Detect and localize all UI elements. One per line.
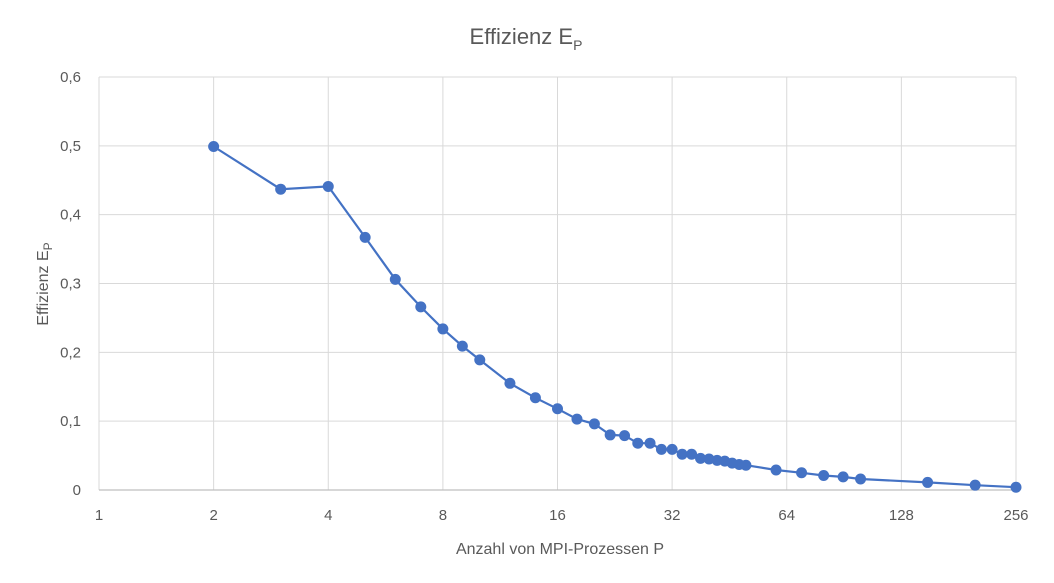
y-tick-label: 0,2 — [60, 344, 81, 361]
y-tick-label: 0,6 — [60, 69, 81, 86]
data-point — [415, 301, 427, 313]
y-axis-title-subscript: P — [41, 242, 55, 250]
data-point — [359, 231, 371, 243]
data-point — [504, 377, 516, 389]
data-point — [686, 448, 698, 460]
data-point — [770, 464, 782, 476]
x-tick-label: 2 — [209, 507, 217, 524]
data-point — [456, 340, 468, 352]
data-point — [855, 473, 867, 485]
x-tick-label: 32 — [664, 507, 681, 524]
y-axis-title-main: Effizienz E — [35, 250, 52, 325]
x-tick-label: 64 — [778, 507, 795, 524]
x-tick-label: 16 — [549, 507, 566, 524]
data-point — [644, 437, 656, 449]
data-point — [275, 183, 287, 195]
data-point — [818, 470, 830, 482]
data-point — [208, 141, 220, 153]
data-point — [796, 467, 808, 479]
data-point — [529, 392, 541, 404]
data-point — [922, 476, 934, 488]
data-point — [552, 403, 563, 415]
x-tick-label: 4 — [324, 507, 332, 524]
data-point — [571, 413, 583, 425]
data-point — [695, 452, 707, 464]
chart-title: Effizienz EP — [470, 24, 583, 53]
y-tick-label: 0,5 — [60, 138, 81, 155]
data-point — [437, 323, 449, 335]
y-tick-label: 0,4 — [60, 207, 81, 224]
y-tick-label: 0 — [73, 482, 81, 499]
y-tick-label: 0,1 — [60, 413, 81, 430]
data-point — [676, 448, 688, 460]
data-point — [619, 430, 631, 442]
data-point — [588, 418, 600, 430]
data-points — [208, 141, 1022, 493]
x-tick-label: 256 — [1003, 507, 1028, 524]
data-point — [666, 443, 678, 455]
data-point — [740, 459, 752, 471]
data-point — [474, 354, 486, 366]
x-tick-label: 1 — [95, 507, 103, 524]
y-axis-title: Effizienz EP — [35, 242, 55, 325]
data-point — [655, 443, 667, 455]
data-point — [604, 429, 616, 441]
x-axis-title: Anzahl von MPI-Prozessen P — [456, 541, 664, 558]
x-tick-labels: 1 2 4 8 16 32 64 128 256 — [95, 507, 1029, 524]
chart-title-main: Effizienz E — [470, 24, 574, 49]
data-point — [632, 437, 644, 449]
grid-lines — [98, 76, 1017, 490]
y-tick-label: 0,3 — [60, 276, 81, 293]
data-point — [1010, 481, 1022, 493]
data-point — [837, 471, 849, 483]
data-point — [969, 479, 981, 491]
x-tick-label: 128 — [889, 507, 914, 524]
data-point — [389, 273, 401, 285]
x-tick-label: 8 — [439, 507, 447, 524]
y-tick-labels: 0 0,1 0,2 0,3 0,4 0,5 0,6 — [60, 69, 81, 499]
data-point — [322, 180, 334, 192]
chart-title-subscript: P — [573, 37, 582, 53]
